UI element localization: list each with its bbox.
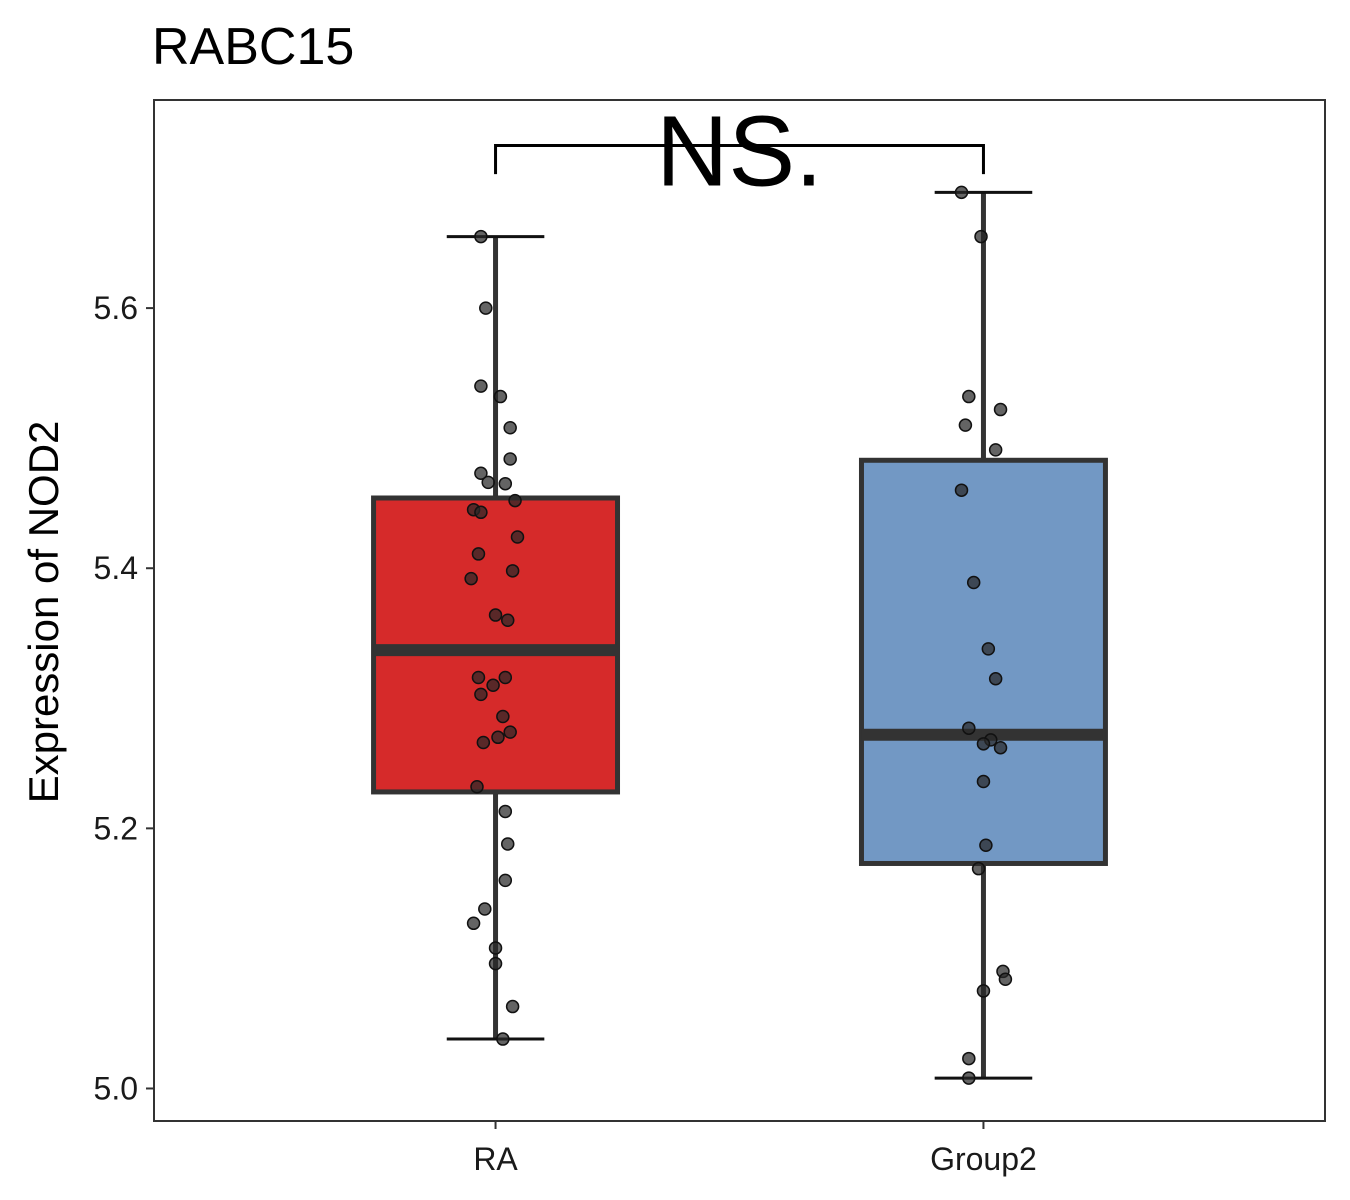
data-point (500, 613, 515, 628)
data-point (474, 379, 488, 393)
significance-annotation: NS. (494, 96, 985, 208)
data-point (474, 505, 488, 520)
y-tick-label: 5.4 (94, 550, 138, 586)
y-tick-label: 5.2 (94, 810, 138, 846)
data-point (981, 642, 996, 656)
data-point (962, 721, 976, 735)
significance-label: NS. (656, 96, 823, 208)
data-point (486, 678, 500, 693)
box-group2 (858, 457, 1108, 866)
data-point (479, 301, 493, 315)
y-tick-label: 5.6 (94, 290, 138, 326)
data-points (464, 185, 1013, 1085)
x-tick-label: RA (473, 1141, 518, 1177)
data-point (481, 475, 495, 490)
data-point (988, 443, 1003, 457)
data-point (505, 999, 520, 1014)
data-point (498, 873, 513, 888)
data-point (503, 421, 517, 435)
data-point (998, 972, 1013, 986)
data-point (493, 389, 508, 404)
data-point (971, 861, 986, 876)
data-point (466, 916, 481, 931)
data-point (979, 838, 993, 853)
data-point (471, 547, 486, 561)
data-point (974, 229, 988, 244)
data-point (500, 837, 515, 851)
data-point (496, 709, 510, 724)
data-point (498, 804, 513, 819)
data-point (962, 1051, 976, 1066)
data-point (505, 564, 520, 578)
data-point (962, 389, 976, 404)
data-point (498, 670, 513, 685)
data-point (496, 1032, 510, 1046)
x-axis: RA Group2 (473, 1121, 1037, 1177)
data-point (993, 402, 1008, 417)
significance-bracket (494, 144, 985, 175)
data-point (503, 452, 517, 466)
data-point (993, 740, 1008, 755)
y-tick-label: 5.0 (94, 1070, 138, 1106)
data-point (491, 730, 505, 745)
data-point (470, 779, 484, 794)
data-point (988, 672, 1003, 686)
data-point (474, 229, 488, 244)
data-point (976, 984, 991, 998)
data-point (488, 608, 503, 622)
data-point (976, 737, 991, 751)
plot-panel (153, 99, 1326, 1122)
data-point (474, 687, 488, 702)
data-point (471, 670, 486, 685)
y-axis: 5.0 5.2 5.4 5.6 (94, 290, 154, 1106)
data-point (503, 725, 517, 739)
data-point (962, 1071, 976, 1085)
x-tick-label: Group2 (930, 1141, 1037, 1177)
data-point (966, 575, 981, 590)
data-point (474, 466, 488, 481)
data-point (508, 493, 522, 508)
data-point (498, 476, 513, 491)
data-point (464, 571, 478, 586)
data-point (476, 735, 491, 750)
data-point (510, 530, 525, 544)
data-point (488, 941, 503, 955)
chart-title: RABC15 (152, 18, 354, 76)
data-point (976, 774, 991, 789)
data-point (488, 956, 503, 971)
data-point (954, 185, 969, 200)
data-point (954, 483, 969, 497)
data-point (958, 418, 973, 432)
boxplots (371, 190, 1108, 1080)
y-axis-label: Expression of NOD2 (20, 421, 67, 804)
data-point (478, 902, 492, 916)
